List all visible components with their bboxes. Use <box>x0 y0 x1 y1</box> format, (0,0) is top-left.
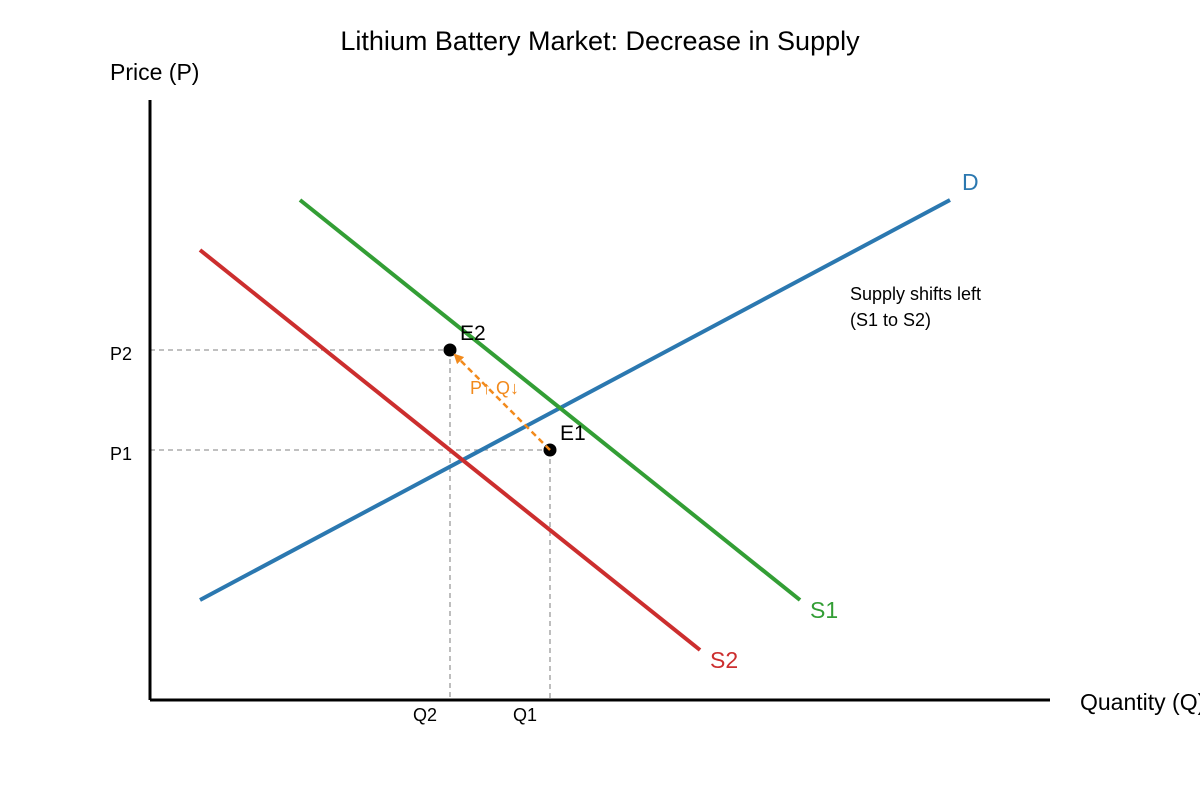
curve-label-d: D <box>962 169 979 195</box>
y-tick-label-p2: P2 <box>110 344 132 364</box>
point-label-e1: E1 <box>560 422 586 445</box>
point-label-e2: E2 <box>460 322 486 345</box>
equilibrium-shift: P↑ Q↓ <box>453 353 551 451</box>
point-e2 <box>443 343 457 357</box>
x-axis-label: Quantity (Q) <box>1080 689 1200 715</box>
x-tick-label-q2: Q2 <box>413 705 437 725</box>
tick-labels: Q2 Q1 P1 P2 <box>110 344 537 725</box>
shift-arrow <box>453 353 551 451</box>
y-axis-label: Price (P) <box>110 59 199 85</box>
guide-lines <box>150 349 551 700</box>
shift-note-line-1: Supply shifts left <box>850 284 981 304</box>
curve-label-s2: S2 <box>710 647 738 673</box>
curve-d <box>199 198 951 602</box>
curves: D S1 S2 <box>198 169 979 673</box>
x-tick-label-q1: Q1 <box>513 705 537 725</box>
shift-arrow-label: P↑ Q↓ <box>470 378 519 398</box>
curve-s2 <box>198 248 702 652</box>
shift-note-line-2: (S1 to S2) <box>850 310 931 330</box>
chart-title: Lithium Battery Market: Decrease in Supp… <box>340 26 860 56</box>
curve-label-s1: S1 <box>810 597 838 623</box>
y-tick-label-p1: P1 <box>110 444 132 464</box>
curve-s1 <box>298 198 802 602</box>
